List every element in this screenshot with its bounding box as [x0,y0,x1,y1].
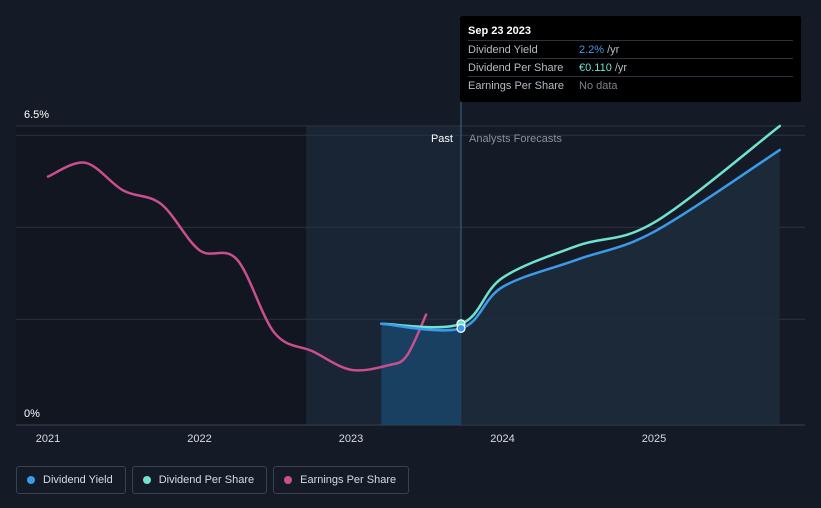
x-tick-label: 2022 [187,433,211,445]
tooltip-label: Earnings Per Share [468,79,564,92]
tooltip-unit: /yr [614,61,628,74]
legend-dot-icon [142,476,151,484]
legend-dot-icon [284,476,293,484]
legend-label: Dividend Per Share [158,474,255,486]
past-region-label: Past [431,133,453,145]
dividend-yield-forecast-area [460,149,780,425]
tooltip-value: €0.110 [579,61,612,74]
legend-item-dividend-per-share[interactable]: Dividend Per Share [131,466,268,494]
tooltip: Sep 23 2023 Dividend Yield 2.2% /yr Divi… [460,16,801,102]
tooltip-row-earnings-per-share: Earnings Per Share No data [468,76,793,94]
series-group [46,124,782,425]
axes: 0% 6.5% 2021 2022 2023 2024 2025 Past Analysts F… [24,109,666,445]
legend-item-earnings-per-share[interactable]: Earnings Per Share [273,466,410,494]
tooltip-row-dividend-per-share: Dividend Per Share €0.110 /yr [468,58,793,76]
y-tick-label: 0% [24,408,40,420]
legend-item-dividend-yield[interactable]: Dividend Yield [16,466,126,494]
x-tick-label: 2023 [339,433,363,445]
x-tick-label: 2025 [642,433,666,445]
dividend-yield-line [380,148,782,332]
y-tick-label: 6.5% [24,109,49,121]
legend-label: Dividend Yield [43,474,113,486]
earnings-per-share-line [46,161,428,372]
chart-background [16,126,461,425]
x-tick-label: 2024 [490,433,514,445]
forecast-region-label: Analysts Forecasts [469,133,562,145]
dividend-yield-marker [456,323,466,333]
tooltip-row-dividend-yield: Dividend Yield 2.2% /yr [468,40,793,58]
x-tick-label: 2021 [36,433,60,445]
tooltip-label: Dividend Yield [468,43,538,56]
tooltip-label: Dividend Per Share [468,61,564,74]
past-region-dark [16,126,307,425]
tooltip-value: No data [579,79,618,92]
tooltip-value: 2.2% [579,43,605,56]
legend-dot-icon [27,476,35,484]
legend: Dividend Yield Dividend Per Share Earnin… [16,466,410,494]
legend-label: Earnings Per Share [300,474,397,486]
tooltip-unit: /yr [607,43,620,56]
dividend-yield-past-area [381,323,461,425]
tooltip-date: Sep 23 2023 [468,25,531,37]
dividend-per-share-line [380,124,782,329]
